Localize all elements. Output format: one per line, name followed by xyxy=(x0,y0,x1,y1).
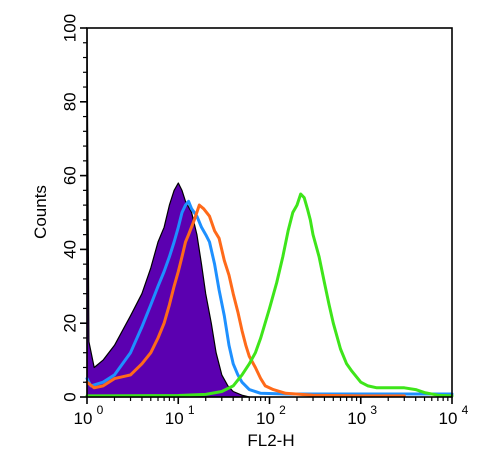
series-layer xyxy=(85,27,454,398)
series-3-line xyxy=(85,192,454,398)
series-0-filled-area xyxy=(86,27,250,398)
x-tick-label: 10 xyxy=(256,409,275,428)
y-tick-label: 60 xyxy=(61,166,80,185)
series-2-line xyxy=(85,203,406,398)
y-tick-label: 80 xyxy=(61,92,80,111)
y-tick-label: 20 xyxy=(61,314,80,333)
y-axis-label: Counts xyxy=(31,185,50,239)
x-tick-label: 10 xyxy=(347,409,366,428)
x-axis-label: FL2-H xyxy=(247,431,294,450)
y-tick-label: 40 xyxy=(61,240,80,259)
y-tick-label: 0 xyxy=(61,392,80,401)
x-tick-label: 10 xyxy=(439,409,458,428)
x-tick-exponent: 4 xyxy=(462,403,469,417)
series-1-line xyxy=(85,199,454,396)
x-tick-exponent: 1 xyxy=(188,403,195,417)
x-tick-exponent: 3 xyxy=(370,403,377,417)
x-tick-exponent: 2 xyxy=(279,403,286,417)
x-tick-exponent: 0 xyxy=(97,403,104,417)
x-tick-label: 10 xyxy=(74,409,93,428)
y-tick-label: 100 xyxy=(61,14,80,42)
x-tick-label: 10 xyxy=(165,409,184,428)
